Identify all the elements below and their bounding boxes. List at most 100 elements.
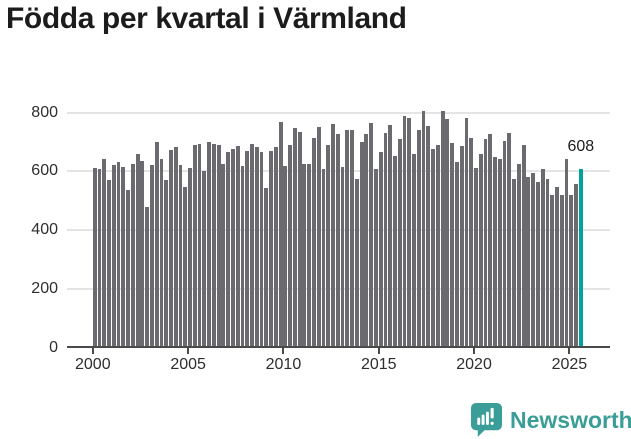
x-axis-label-2020: 2020 [456,356,492,373]
bar-2014-q2 [364,134,369,348]
bar-2019-q1 [454,162,459,348]
bar-2010-q3 [292,128,297,348]
bar-2025-q1 [569,194,574,348]
bar-2020-q1 [474,167,478,348]
bar-2002-q4 [145,206,150,348]
bar-2013-q3 [350,130,354,348]
bar-2022-q4 [526,177,531,348]
x-axis-tick-2020 [473,348,476,354]
bar-2015-q2 [383,132,388,348]
bar-2016-q3 [407,118,412,348]
x-axis-tick-2010 [282,348,285,354]
bar-2006-q4 [221,164,226,348]
bar-2013-q2 [345,129,350,348]
bar-2010-q1 [283,165,288,348]
bar-2014-q4 [373,168,378,348]
bar-2003-q2 [154,142,159,348]
bar-2011-q1 [302,164,307,348]
x-axis-tick-2000 [91,348,94,354]
bar-2015-q3 [388,124,393,348]
bar-2017-q4 [431,148,435,348]
bar-2018-q3 [445,118,450,348]
bar-2023-q2 [536,182,540,348]
bar-2010-q2 [288,145,293,348]
y-axis-label-600: 600 [31,162,58,180]
x-axis-label-2000: 2000 [75,356,111,373]
bar-2007-q3 [235,145,240,348]
y-axis-label-400: 400 [31,221,58,239]
bar-2000-q3 [102,159,107,348]
bar-2013-q4 [354,178,359,348]
x-axis-label-2005: 2005 [170,356,206,373]
bar-2022-q2 [516,163,521,348]
bar-2002-q3 [140,161,145,348]
bar-2008-q4 [259,152,264,348]
bar-2021-q2 [497,159,502,348]
bar-2004-q4 [183,186,188,348]
bar-2005-q2 [192,145,197,348]
y-axis-label-0: 0 [49,338,58,356]
bar-2011-q2 [307,164,312,348]
bar-2009-q2 [269,150,273,348]
bar-2012-q3 [331,123,335,348]
bar-2008-q1 [245,150,250,348]
x-axis-label-2015: 2015 [360,356,397,373]
bar-2016-q1 [397,139,402,348]
bar-2003-q3 [159,159,164,348]
y-axis-label-800: 800 [31,103,58,121]
bar-2012-q1 [321,169,326,348]
bar-2002-q2 [135,153,140,348]
bar-2022-q1 [512,179,517,348]
bar-2000-q2 [97,169,102,348]
bar-2001-q2 [116,162,121,348]
bar-2009-q1 [264,188,269,348]
bar-2000-q4 [107,179,111,348]
bar-2005-q4 [202,171,207,348]
bar-2020-q4 [488,133,493,348]
bar-2004-q1 [169,149,173,348]
bar-2021-q1 [493,156,497,348]
gridline-800 [67,111,610,114]
bar-2003-q4 [164,180,169,348]
bar-2020-q3 [483,139,488,348]
bar-2011-q3 [312,138,316,348]
highlight-value-label: 608 [567,138,595,156]
bar-2005-q3 [197,143,202,348]
bar-2011-q4 [316,126,321,348]
x-axis-tick-2025 [568,348,571,354]
bar-2013-q1 [340,166,345,348]
bar-2017-q3 [426,125,431,348]
x-axis-line [67,346,610,348]
bar-2001-q1 [111,165,116,348]
newsworthy-logo[interactable]: Newsworthy [470,402,631,438]
bar-2018-q1 [435,145,440,348]
bar-2000-q1 [92,168,97,348]
bar-2014-q3 [369,123,374,348]
bar-2004-q2 [173,146,178,348]
x-axis-tick-2015 [377,348,380,354]
bar-2024-q1 [550,194,555,348]
bar-2024-q2 [555,186,559,348]
bar-2022-q3 [521,145,526,348]
bar-2025-q2 [574,183,578,348]
bar-2016-q4 [412,153,416,348]
bar-2006-q3 [216,145,221,348]
x-axis-tick-2005 [187,348,190,354]
bar-2019-q2 [459,146,464,348]
x-axis-label-2010: 2010 [265,356,302,373]
newsworthy-brand-text: Newsworthy [510,407,631,433]
bar-2017-q2 [421,111,426,348]
bar-2009-q3 [273,147,278,348]
bar-2014-q1 [359,142,364,348]
bar-2024-q4 [564,158,569,348]
bar-2023-q1 [531,172,536,348]
bar-2006-q1 [207,141,212,348]
bar-2023-q3 [540,169,545,348]
x-axis-label-2025: 2025 [551,356,588,373]
bar-2008-q2 [250,143,254,348]
bar-2009-q4 [278,122,283,348]
bar-2004-q3 [178,165,183,348]
bar-2007-q1 [226,151,231,348]
bar-2017-q1 [416,130,421,348]
